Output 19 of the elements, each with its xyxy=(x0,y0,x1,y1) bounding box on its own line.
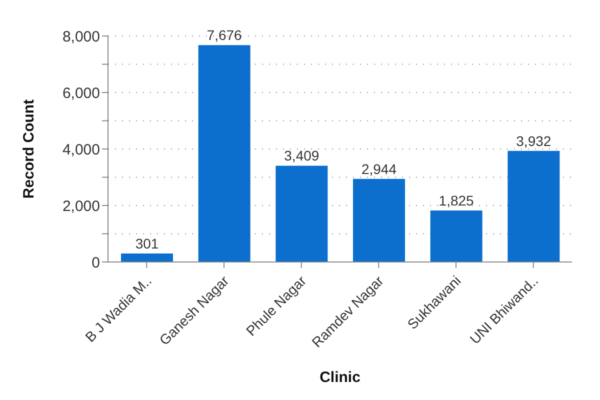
data-label: 3,932 xyxy=(516,132,552,149)
y-tick-label: 0 xyxy=(92,254,100,272)
y-tick-label: 6,000 xyxy=(62,84,100,102)
data-label: 2,944 xyxy=(361,160,397,177)
bar xyxy=(276,166,328,262)
y-tick-label: 8,000 xyxy=(62,28,100,46)
bar xyxy=(121,253,173,262)
y-tick-label: 2,000 xyxy=(62,198,100,215)
data-label: 3,409 xyxy=(284,148,320,164)
bar xyxy=(430,210,482,262)
y-tick-label: 4,000 xyxy=(62,141,100,158)
data-label: 1,825 xyxy=(438,192,474,208)
data-label: 301 xyxy=(135,235,159,252)
bar xyxy=(353,178,405,262)
data-label: 7,676 xyxy=(206,27,242,44)
bar xyxy=(198,45,250,262)
y-axis-title: Record Count xyxy=(20,99,38,199)
x-axis-title: Clinic xyxy=(320,369,360,386)
bar xyxy=(508,150,560,262)
